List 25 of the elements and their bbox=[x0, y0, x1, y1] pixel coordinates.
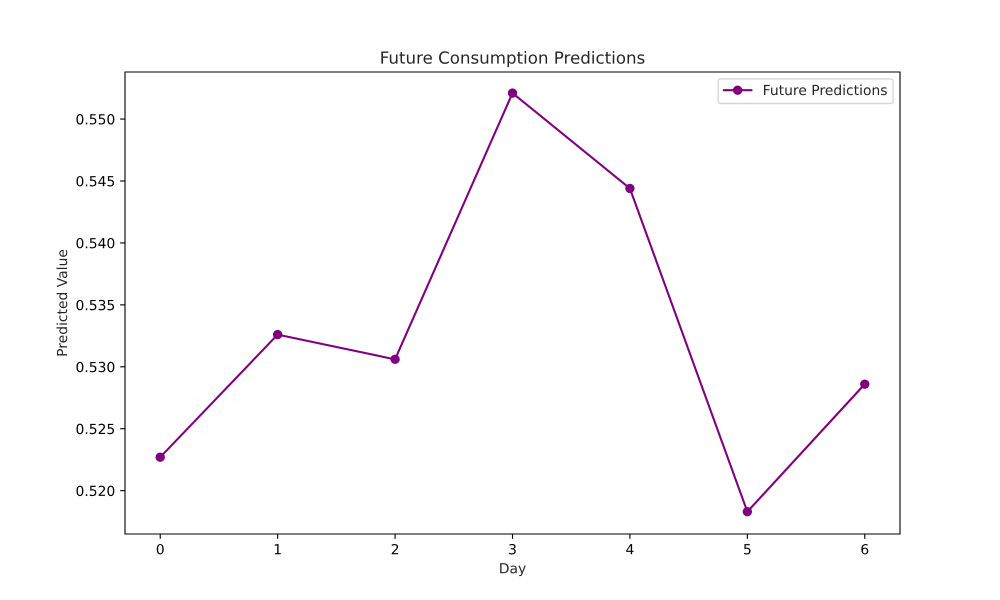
x-tick-label: 0 bbox=[156, 544, 164, 554]
y-tick-label: 0.535 bbox=[76, 300, 114, 310]
x-tick-label: 2 bbox=[392, 544, 398, 554]
y-tick-label: 0.550 bbox=[76, 114, 114, 125]
point bbox=[625, 184, 635, 194]
chart-title: Future Consumption Predictions bbox=[381, 51, 644, 68]
y-tick-label: 0.545 bbox=[76, 176, 114, 186]
x-tick-label: 4 bbox=[626, 544, 634, 554]
y-tick-label: 0.520 bbox=[76, 486, 114, 496]
x-tick-label: 3 bbox=[509, 544, 516, 554]
x-axis-title: Day bbox=[500, 563, 526, 576]
x-tick-label: 1 bbox=[274, 544, 281, 554]
y-axis-title: Predicted Value bbox=[56, 250, 68, 356]
point bbox=[156, 452, 165, 462]
x-tick-label: 5 bbox=[744, 544, 751, 554]
point bbox=[742, 507, 752, 516]
y-tick-label: 0.530 bbox=[76, 362, 114, 372]
point bbox=[860, 379, 870, 389]
point bbox=[508, 88, 518, 98]
x-tick-label: 6 bbox=[861, 544, 868, 554]
point bbox=[390, 354, 400, 364]
y-tick-label: 0.525 bbox=[76, 424, 114, 434]
y-tick-label: 0.540 bbox=[76, 238, 114, 248]
legend-label: Future Predictions bbox=[764, 84, 887, 96]
point bbox=[272, 330, 282, 340]
